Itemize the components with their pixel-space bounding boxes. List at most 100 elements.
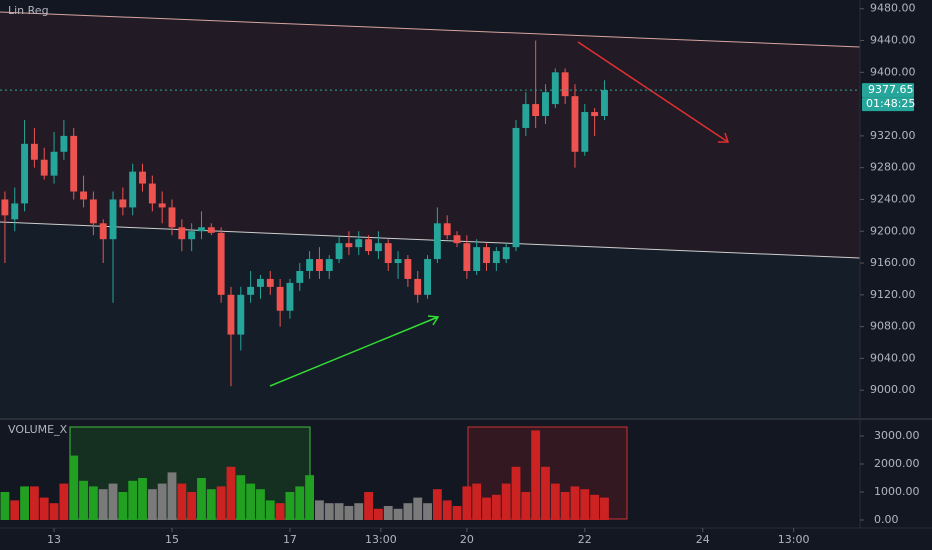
volume-bar [216,486,226,520]
candle-body [60,135,68,152]
candle-body [1,199,9,216]
volume-bar [432,489,442,520]
volume-bar [10,500,20,520]
volume-bar [531,430,541,520]
regression-upper-line [0,11,861,48]
indicator-title: Lin Reg [8,4,49,17]
volume-bar [167,472,177,520]
x-tick-label: 13 [47,533,61,546]
volume-title: VOLUME_X [8,423,68,436]
volume-bar [560,491,570,520]
red-arrow [577,41,729,143]
candle-body [404,259,412,279]
volume-bar [550,483,560,520]
candle-body [433,223,441,260]
candle-body [178,227,186,240]
volume-bar [491,494,501,520]
candle-body [591,112,599,117]
volume-bar [0,491,10,520]
candle-body [266,278,274,287]
y-tick-label: 9040.00 [870,351,916,364]
y-tick-label: 9280.00 [870,161,916,174]
volume-bar [442,500,452,520]
volume-bar [521,491,531,520]
volume-bar [423,503,432,520]
volume-bar [49,503,59,520]
volume-bar [334,503,344,520]
candle-body [571,96,579,152]
volume-bar [88,486,98,520]
candle-body [355,239,363,248]
candle-body [139,171,146,184]
candle-body [532,104,540,117]
candle-body [148,183,156,204]
volume-bar [403,503,413,520]
candle-body [551,72,559,105]
volume-bar [138,477,147,520]
channel-upper-fill [0,12,860,258]
volume-bar [315,500,324,520]
candle-body [21,143,29,204]
volume-bar [324,503,334,520]
red-arrow-head [718,132,730,143]
volume-bar [413,497,423,520]
volume-bar [275,503,285,520]
green-arrow [269,316,439,387]
y-tick-label: 9440.00 [870,34,916,47]
volume-bar [128,480,138,520]
candle-body [247,286,255,295]
last-price-box [862,83,914,98]
volume-bar [246,483,256,520]
candle-body [345,243,353,248]
y-tick-label: 9480.00 [870,2,916,15]
y-tick-label: 9400.00 [870,65,916,78]
volume-bar [265,500,275,520]
candle-body [374,243,382,252]
volume-bar [472,483,482,520]
candle-body [168,207,176,228]
regression-middle-line [0,221,861,259]
volume-bar [511,466,521,520]
y2-tick-label: 0.00 [874,513,899,526]
candle-body [276,286,284,311]
x-tick-label: 13:00 [365,533,397,546]
candle-body [561,72,569,97]
volume-bar [236,475,246,520]
volume-bar [600,497,609,520]
candle-body [286,282,294,311]
candle-body [365,239,373,252]
candle-body [70,135,78,192]
candle-body [207,227,215,233]
volume-bar [177,483,187,520]
volume-bar [118,491,128,520]
volume-bar [364,491,373,520]
y2-tick-label: 1000.00 [874,485,920,498]
volume-bar [501,483,511,520]
candle-body [492,251,500,264]
candle-body [119,199,127,208]
x-tick-label: 15 [165,533,179,546]
candle-body [325,259,333,271]
x-tick-label: 13:00 [778,533,810,546]
volume-bar [29,486,39,520]
volume-bar [187,491,197,520]
last-price-label: 9377.65 [868,83,914,96]
candle-body [217,232,225,295]
volume-bar [59,483,69,520]
volume-bar [226,466,236,520]
countdown-label: 01:48:25 [866,97,915,110]
candle-body [581,112,589,152]
candle-body [99,223,107,240]
volume-bar [147,489,157,520]
volume-bar [79,480,88,520]
volume-bar [580,489,590,520]
candle-body [394,259,402,264]
y2-tick-label: 3000.00 [874,429,920,442]
volume-bar [393,508,403,520]
candle-body [109,199,117,240]
candle-body [158,203,166,208]
candle-body [40,159,48,176]
candle-body [80,191,87,200]
candle-body [512,127,520,248]
